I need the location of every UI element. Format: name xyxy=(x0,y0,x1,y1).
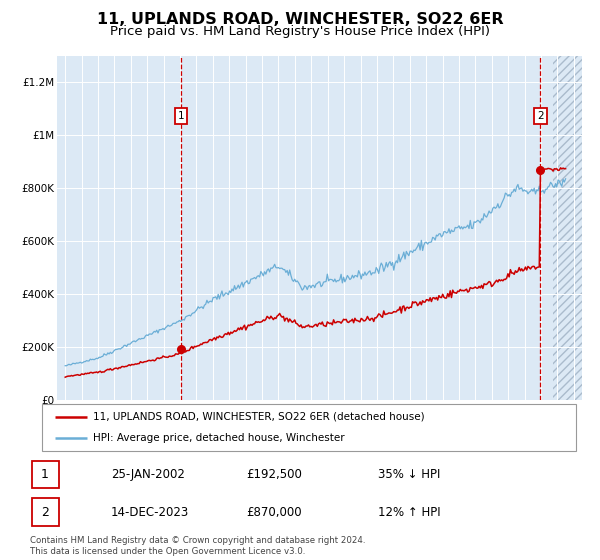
Text: £870,000: £870,000 xyxy=(246,506,302,519)
Text: HPI: Average price, detached house, Winchester: HPI: Average price, detached house, Winc… xyxy=(93,433,344,444)
Text: Contains HM Land Registry data © Crown copyright and database right 2024.
This d: Contains HM Land Registry data © Crown c… xyxy=(30,536,365,556)
Text: 25-JAN-2002: 25-JAN-2002 xyxy=(111,468,185,481)
Bar xyxy=(553,56,598,400)
Text: Price paid vs. HM Land Registry's House Price Index (HPI): Price paid vs. HM Land Registry's House … xyxy=(110,25,490,38)
Text: 11, UPLANDS ROAD, WINCHESTER, SO22 6ER (detached house): 11, UPLANDS ROAD, WINCHESTER, SO22 6ER (… xyxy=(93,412,424,422)
FancyBboxPatch shape xyxy=(32,498,59,526)
Text: 2: 2 xyxy=(537,111,544,120)
FancyBboxPatch shape xyxy=(42,404,576,451)
Text: 2: 2 xyxy=(41,506,49,519)
Text: 14-DEC-2023: 14-DEC-2023 xyxy=(111,506,189,519)
FancyBboxPatch shape xyxy=(32,461,59,488)
Text: 12% ↑ HPI: 12% ↑ HPI xyxy=(378,506,440,519)
Text: 1: 1 xyxy=(41,468,49,481)
Text: £192,500: £192,500 xyxy=(246,468,302,481)
Text: 11, UPLANDS ROAD, WINCHESTER, SO22 6ER: 11, UPLANDS ROAD, WINCHESTER, SO22 6ER xyxy=(97,12,503,27)
Text: 35% ↓ HPI: 35% ↓ HPI xyxy=(378,468,440,481)
Text: 1: 1 xyxy=(178,111,185,120)
